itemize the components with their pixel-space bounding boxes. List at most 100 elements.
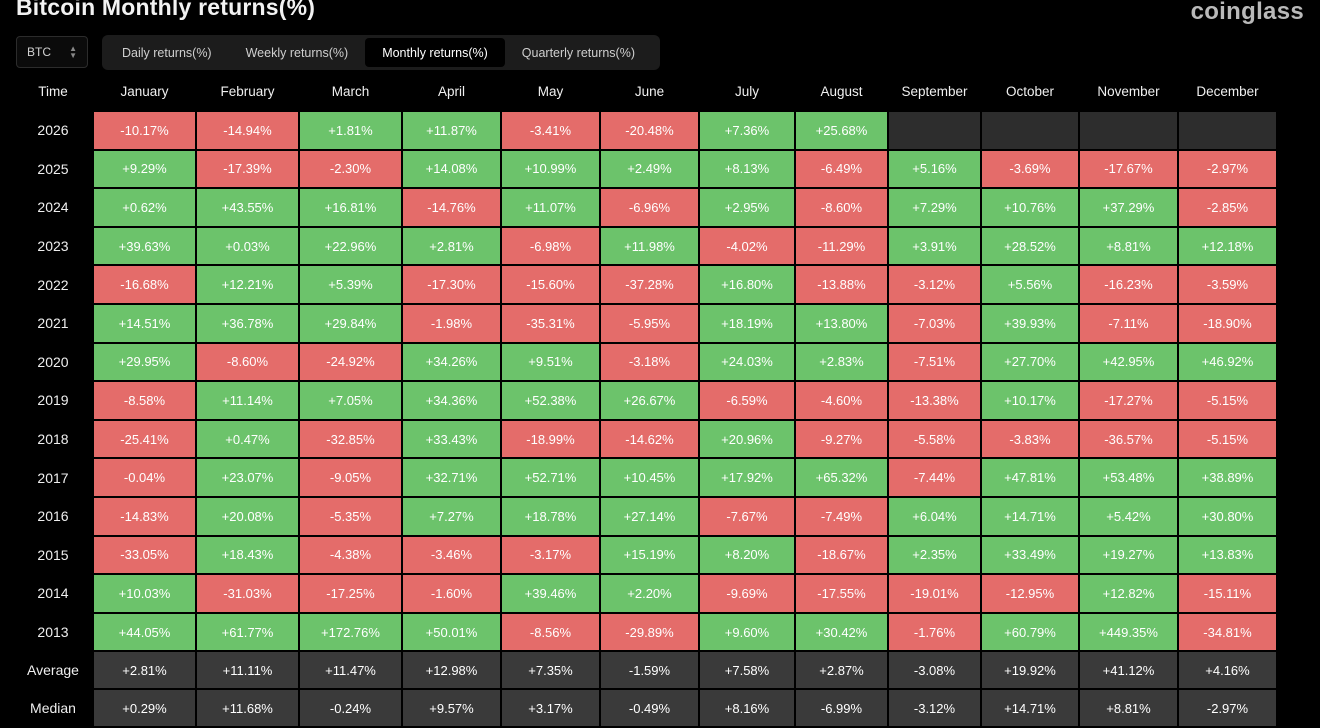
return-cell: +47.81% <box>980 457 1080 498</box>
return-cell: +11.98% <box>599 225 700 267</box>
return-cell: +27.14% <box>599 495 700 537</box>
return-cell <box>887 110 982 151</box>
return-cell: -3.46% <box>401 534 502 576</box>
return-cell: +5.56% <box>980 264 1080 305</box>
return-cell: +39.93% <box>980 302 1080 344</box>
row-year: 2019 <box>12 380 94 421</box>
return-cell: +10.03% <box>92 573 197 614</box>
return-cell: -12.95% <box>980 573 1080 614</box>
table-row: 2019 -8.58% +11.14% +7.05% +34.36% +52.38% +26… <box>12 380 1278 421</box>
summary-cell: +12.98% <box>401 650 502 691</box>
row-year: 2023 <box>12 225 94 267</box>
return-cell: -8.56% <box>500 611 601 653</box>
return-cell <box>1177 110 1278 151</box>
return-cell: +3.91% <box>887 225 982 267</box>
return-cell: -0.04% <box>92 457 197 498</box>
table-row: 2023 +39.63% +0.03% +22.96% +2.81% -6.98% +11.… <box>12 225 1278 267</box>
asset-select-value: BTC <box>27 45 51 59</box>
return-cell: +42.95% <box>1078 341 1179 383</box>
summary-cell: +19.92% <box>980 650 1080 691</box>
return-cell: -7.11% <box>1078 302 1179 344</box>
return-cell: -8.60% <box>794 187 889 228</box>
tab-monthly-returns[interactable]: Monthly returns(%) <box>365 38 505 67</box>
return-cell: -10.17% <box>92 110 197 151</box>
return-cell: -34.81% <box>1177 611 1278 653</box>
table-row: 2015 -33.05% +18.43% -4.38% -3.46% -3.17% +15.… <box>12 534 1278 576</box>
tab-daily-returns[interactable]: Daily returns(%) <box>122 45 212 60</box>
row-year: 2026 <box>12 110 94 151</box>
return-cell: -6.59% <box>698 380 796 421</box>
return-cell: +65.32% <box>794 457 889 498</box>
return-cell: -6.98% <box>500 225 601 267</box>
return-cell: +20.96% <box>698 418 796 460</box>
column-header-july: July <box>699 72 795 111</box>
tab-quarterly-returns[interactable]: Quarterly returns(%) <box>521 45 636 60</box>
return-cell: -1.60% <box>401 573 502 614</box>
summary-cell: +14.71% <box>980 688 1080 728</box>
return-cell: +23.07% <box>195 457 300 498</box>
table-row: 2026 -10.17% -14.94% +1.81% +11.87% -3.41% -20… <box>12 110 1278 151</box>
return-cell: -19.01% <box>887 573 982 614</box>
return-cell: +33.43% <box>401 418 502 460</box>
row-year: 2022 <box>12 264 94 305</box>
return-cell: -32.85% <box>298 418 403 460</box>
return-cell: -18.90% <box>1177 302 1278 344</box>
return-cell: +60.79% <box>980 611 1080 653</box>
return-cell: +43.55% <box>195 187 300 228</box>
return-cell: -4.60% <box>794 380 889 421</box>
summary-cell: +11.68% <box>195 688 300 728</box>
column-header-april: April <box>402 72 501 111</box>
return-cell: -4.02% <box>698 225 796 267</box>
table-row: 2017 -0.04% +23.07% -9.05% +32.71% +52.71% +10… <box>12 457 1278 498</box>
return-cell: +39.46% <box>500 573 601 614</box>
return-cell: -2.30% <box>298 148 403 190</box>
table-row: 2024 +0.62% +43.55% +16.81% -14.76% +11.07% -6… <box>12 187 1278 228</box>
return-cell: +7.29% <box>887 187 982 228</box>
summary-cell: -6.99% <box>794 688 889 728</box>
return-cell: -13.38% <box>887 380 982 421</box>
return-cell: +12.82% <box>1078 573 1179 614</box>
return-cell: -3.59% <box>1177 264 1278 305</box>
return-cell: -14.76% <box>401 187 502 228</box>
return-cell: +16.81% <box>298 187 403 228</box>
return-cell: +52.71% <box>500 457 601 498</box>
summary-cell: +2.81% <box>92 650 197 691</box>
summary-cell: -2.97% <box>1177 688 1278 728</box>
table-row: 2022 -16.68% +12.21% +5.39% -17.30% -15.60% -3… <box>12 264 1278 305</box>
return-cell: +9.51% <box>500 341 601 383</box>
return-cell: +24.03% <box>698 341 796 383</box>
return-cell: -33.05% <box>92 534 197 576</box>
return-cell: +29.84% <box>298 302 403 344</box>
return-cell <box>1078 110 1179 151</box>
row-year: 2024 <box>12 187 94 228</box>
return-cell: +7.36% <box>698 110 796 151</box>
return-cell: -35.31% <box>500 302 601 344</box>
tab-weekly-returns[interactable]: Weekly returns(%) <box>245 45 349 60</box>
return-cell: -2.97% <box>1177 148 1278 190</box>
return-cell: +172.76% <box>298 611 403 653</box>
return-cell: +34.26% <box>401 341 502 383</box>
return-cell: +2.20% <box>599 573 700 614</box>
row-year: 2014 <box>12 573 94 614</box>
return-cell: +29.95% <box>92 341 197 383</box>
return-cell: -15.60% <box>500 264 601 305</box>
asset-select[interactable]: BTC ▲ ▼ <box>16 36 88 68</box>
table-row: 2021 +14.51% +36.78% +29.84% -1.98% -35.31% -5… <box>12 302 1278 344</box>
return-cell: +0.62% <box>92 187 197 228</box>
return-cell: -5.95% <box>599 302 700 344</box>
return-cell: -3.18% <box>599 341 700 383</box>
summary-cell: +0.29% <box>92 688 197 728</box>
return-cell: -5.15% <box>1177 380 1278 421</box>
return-cell: +18.43% <box>195 534 300 576</box>
return-cell: +38.89% <box>1177 457 1278 498</box>
return-cell: -6.96% <box>599 187 700 228</box>
summary-row-average: Average +2.81% +11.11% +11.47% +12.98% +7.35%… <box>12 650 1278 691</box>
table-row: 2020 +29.95% -8.60% -24.92% +34.26% +9.51% -3.… <box>12 341 1278 383</box>
return-cell: +9.29% <box>92 148 197 190</box>
return-cell: -20.48% <box>599 110 700 151</box>
return-cell: +18.78% <box>500 495 601 537</box>
return-cell: -3.12% <box>887 264 982 305</box>
return-cell: +15.19% <box>599 534 700 576</box>
return-cell: +8.81% <box>1078 225 1179 267</box>
row-year: 2018 <box>12 418 94 460</box>
